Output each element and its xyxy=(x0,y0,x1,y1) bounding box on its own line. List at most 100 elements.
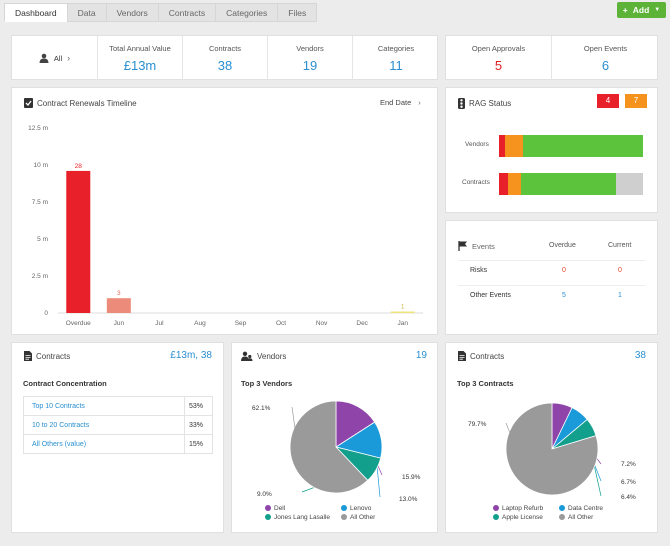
tab-contracts[interactable]: Contracts xyxy=(157,3,216,22)
y-tick-label: 0 xyxy=(44,310,48,317)
pie-data-label: 62.1% xyxy=(252,405,271,412)
rag-segment-green[interactable] xyxy=(523,135,643,157)
concentration-value: 15% xyxy=(184,434,213,454)
legend-item[interactable]: Data Centre xyxy=(559,505,603,512)
events-row-risks[interactable]: Risks 0 0 xyxy=(446,267,657,283)
top-contracts-count[interactable]: 38 xyxy=(634,350,646,361)
owner-filter[interactable]: All › xyxy=(12,36,98,80)
stat-value: £13m xyxy=(123,58,157,73)
events-col-overdue: Overdue xyxy=(549,242,576,249)
rag-segment-red[interactable] xyxy=(499,135,505,157)
x-tick-label: Dec xyxy=(356,320,368,327)
legend-item[interactable]: Jones Lang Lasalle xyxy=(265,514,330,521)
legend-label: Dell xyxy=(274,505,286,512)
stat-label: Open Events xyxy=(583,44,628,53)
stat-value: 6 xyxy=(601,58,610,73)
legend-dot xyxy=(341,505,347,512)
legend-item[interactable]: Lenovo xyxy=(341,505,371,512)
tab-files[interactable]: Files xyxy=(277,3,318,22)
tab-vendors[interactable]: Vendors xyxy=(105,3,158,22)
renewals-title-text: Contract Renewals Timeline xyxy=(37,98,137,108)
document-check-icon xyxy=(24,98,33,108)
legend-label: Laptop Refurb xyxy=(502,505,544,512)
rag-segment-red[interactable] xyxy=(499,173,508,195)
legend-item[interactable]: All Other xyxy=(341,514,375,521)
stat-total-annual-value[interactable]: Total Annual Value £13m xyxy=(98,36,183,80)
top-contracts-pie-chart: 7.2% 6.7% 6.4% 79.7% xyxy=(468,402,636,501)
concentration-label[interactable]: All Others (value) xyxy=(23,434,185,454)
rag-red-badge[interactable]: 4 xyxy=(597,94,619,108)
concentration-table: Top 10 Contracts 53% 10 to 20 Contracts … xyxy=(23,396,213,454)
contracts-headline[interactable]: £13m, 38 xyxy=(170,350,212,361)
legend-item[interactable]: Laptop Refurb xyxy=(493,505,543,512)
vendors-title: Vendors xyxy=(241,351,286,361)
rag-segment-green[interactable] xyxy=(520,173,616,195)
stat-open-approvals[interactable]: Open Approvals 5 xyxy=(446,36,552,80)
events-overdue-value: 0 xyxy=(562,267,566,274)
y-tick-label: 12.5 m xyxy=(28,125,48,132)
stat-open-events[interactable]: Open Events 6 xyxy=(552,36,659,80)
concentration-label[interactable]: 10 to 20 Contracts xyxy=(23,415,185,435)
events-divider xyxy=(458,285,645,286)
pie-data-label: 15.9% xyxy=(402,474,421,481)
bar[interactable] xyxy=(66,170,91,313)
bar-data-label: 3 xyxy=(117,290,121,297)
stat-vendors[interactable]: Vendors 19 xyxy=(268,36,353,80)
pie-leader-line xyxy=(291,406,301,462)
x-tick-label: Overdue xyxy=(66,320,91,327)
owner-filter-label: All xyxy=(53,53,63,63)
events-col-current: Current xyxy=(608,242,632,249)
table-row[interactable]: Top 10 Contracts 53% xyxy=(23,396,213,416)
bar[interactable] xyxy=(106,298,131,313)
sort-selector-label: End Date xyxy=(380,98,412,107)
pie-slice[interactable] xyxy=(289,400,369,494)
legend-dot xyxy=(265,505,271,512)
vendors-count[interactable]: 19 xyxy=(415,350,427,361)
pie-slice[interactable] xyxy=(335,400,376,448)
tab-data[interactable]: Data xyxy=(66,3,106,22)
concentration-label[interactable]: Top 10 Contracts xyxy=(23,396,185,416)
y-tick-label: 5 m xyxy=(37,236,48,243)
rag-amber-badge[interactable]: 7 xyxy=(625,94,647,108)
bar-data-label: 28 xyxy=(75,163,83,170)
summary-panel: All › Total Annual Value £13m Contracts … xyxy=(11,35,438,80)
legend-item[interactable]: Dell xyxy=(265,505,285,512)
x-tick-label: Sep xyxy=(235,320,247,327)
concentration-link[interactable]: 10 to 20 Contracts xyxy=(32,421,90,429)
stat-categories[interactable]: Categories 11 xyxy=(353,36,439,80)
tab-categories[interactable]: Categories xyxy=(215,3,278,22)
pie-leader-line xyxy=(505,422,530,481)
events-current-value: 1 xyxy=(618,292,622,299)
concentration-link[interactable]: Top 10 Contracts xyxy=(32,402,85,410)
stat-label: Vendors xyxy=(296,44,324,53)
plus-icon: + xyxy=(622,5,628,15)
rag-row-label: Contracts xyxy=(462,179,490,186)
caret-down-icon: ▼ xyxy=(654,7,661,13)
chevron-right-icon: › xyxy=(67,53,71,63)
sort-selector[interactable]: End Date › xyxy=(380,98,421,107)
vendors-subtitle: Top 3 Vendors xyxy=(241,379,293,388)
legend-item[interactable]: All Other xyxy=(559,514,593,521)
rag-panel: RAG Status 4 7 Vendors Contracts xyxy=(445,87,658,213)
rag-bar-vendors[interactable] xyxy=(499,135,643,157)
legend-dot xyxy=(559,514,565,521)
table-row[interactable]: All Others (value) 15% xyxy=(23,434,213,454)
add-button[interactable]: + Add ▼ xyxy=(617,2,666,18)
legend-dot xyxy=(265,514,271,521)
stat-contracts[interactable]: Contracts 38 xyxy=(183,36,268,80)
rag-segment-grey[interactable] xyxy=(615,173,643,195)
rag-bar-contracts[interactable] xyxy=(499,173,643,195)
concentration-link[interactable]: All Others (value) xyxy=(32,440,87,448)
events-row-other[interactable]: Other Events 5 1 xyxy=(446,292,657,308)
legend-item[interactable]: Apple License xyxy=(493,514,543,521)
table-row[interactable]: 10 to 20 Contracts 33% xyxy=(23,415,213,435)
rag-segment-amber[interactable] xyxy=(507,173,521,195)
pie-slice[interactable] xyxy=(505,402,599,496)
legend-label: Apple License xyxy=(502,514,543,521)
bar[interactable] xyxy=(390,311,415,313)
contracts-title: Contracts xyxy=(24,351,70,361)
tab-dashboard[interactable]: Dashboard xyxy=(4,3,67,22)
y-tick-label: 10 m xyxy=(34,162,48,169)
x-tick-label: Nov xyxy=(316,320,328,327)
rag-segment-amber[interactable] xyxy=(504,135,524,157)
